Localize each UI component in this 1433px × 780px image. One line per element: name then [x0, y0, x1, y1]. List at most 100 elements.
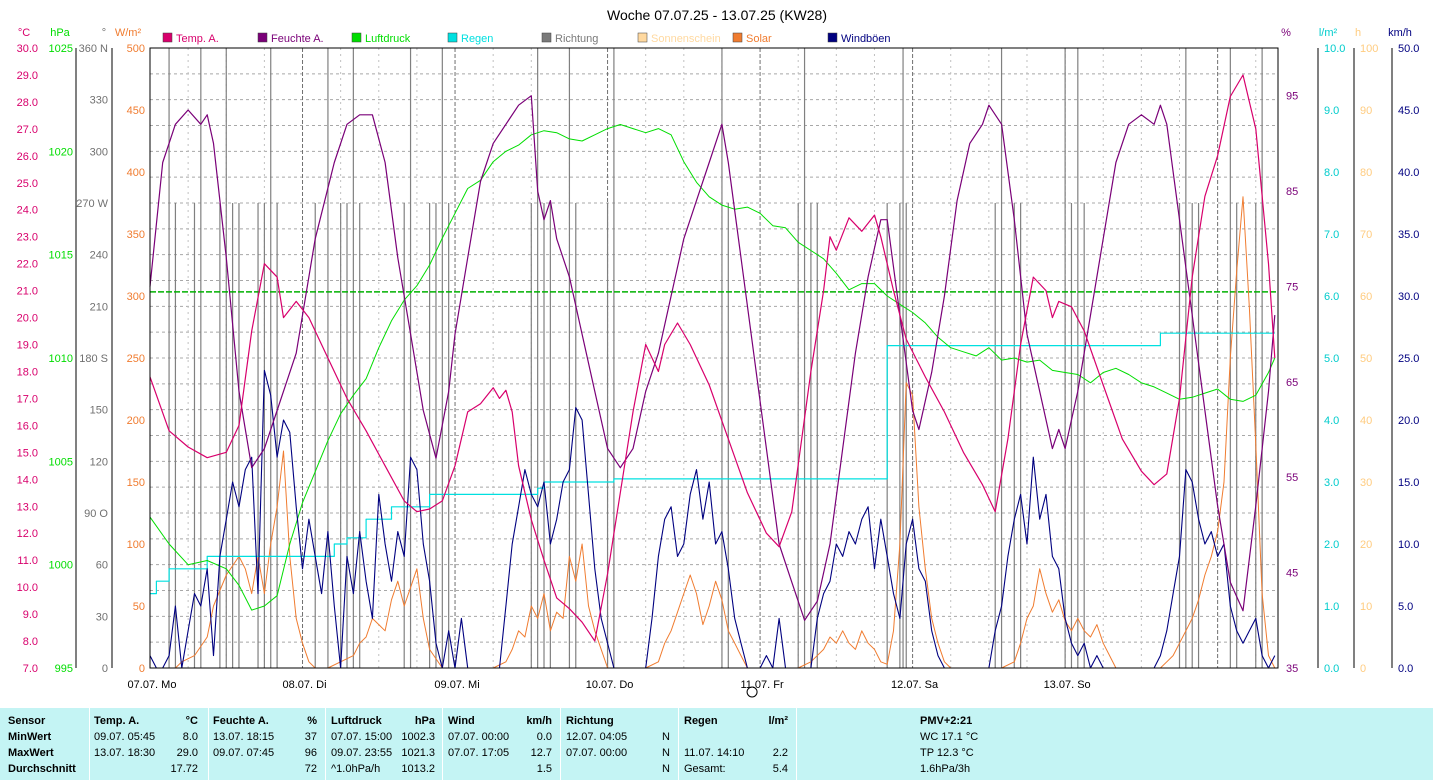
direction-axis-tick-label: 300 — [90, 146, 108, 158]
series-line-windböen — [149, 369, 1276, 669]
x-tick-label: 13.07. So — [1044, 679, 1091, 691]
rain-axis-unit-label: l/m² — [1319, 27, 1338, 39]
temp-min-time: 09.07. 05:45 — [94, 731, 156, 743]
legend-label: Windböen — [841, 33, 891, 45]
temp-axis-tick-label: 18.0 — [17, 366, 38, 378]
dewpoint-value: TP 12.3 °C — [920, 747, 974, 759]
sensor-header: Sensor — [8, 715, 46, 727]
wind-axis-tick-label: 45.0 — [1398, 105, 1419, 117]
temp-axis-tick-label: 9.0 — [23, 609, 38, 621]
wind-axis-tick-label: 0.0 — [1398, 663, 1413, 675]
series-line-solar — [150, 196, 1276, 669]
sunshine-axis-tick-label: 80 — [1360, 167, 1372, 179]
sunshine-axis-tick-label: 90 — [1360, 105, 1372, 117]
legend-swatch — [732, 32, 743, 43]
x-tick-label: 11.07. Fr — [740, 679, 784, 691]
temp-axis-tick-label: 26.0 — [17, 151, 38, 163]
solar-axis-tick-label: 150 — [127, 477, 145, 489]
temp-axis-tick-label: 14.0 — [17, 474, 38, 486]
temp-axis-tick-label: 29.0 — [17, 70, 38, 82]
direction-axis-tick-label: 330 — [90, 95, 108, 107]
solar-axis-tick-label: 250 — [127, 353, 145, 365]
solar-axis-tick-label: 50 — [133, 601, 145, 613]
temp-axis-tick-label: 15.0 — [17, 447, 38, 459]
temp-axis-tick-label: 17.0 — [17, 393, 38, 405]
wind-axis-tick-label: 40.0 — [1398, 167, 1419, 179]
rain-max-time: 11.07. 14:10 — [684, 747, 745, 759]
pressure-axis-tick-label: 1005 — [49, 456, 73, 468]
humidity-axis-tick-label: 85 — [1286, 186, 1298, 198]
temp-axis-tick-label: 11.0 — [17, 555, 38, 567]
sunshine-axis-tick-label: 60 — [1360, 291, 1372, 303]
sunshine-axis-tick-label: 20 — [1360, 539, 1372, 551]
series-line-temp-a — [149, 74, 1276, 642]
table-separator — [208, 708, 209, 780]
moon-phase-icon — [746, 686, 758, 698]
temp-axis-tick-label: 7.0 — [23, 663, 38, 675]
plot-area — [149, 48, 1278, 669]
direction-max-time: 07.07. 00:00 — [566, 747, 628, 759]
wind-unit: km/h — [526, 715, 552, 727]
direction-header: Richtung — [566, 715, 614, 727]
direction-axis-tick-label: 210 — [90, 301, 108, 313]
humidity-axis-tick-label: 95 — [1286, 91, 1298, 103]
series-line-feuchte-a — [149, 95, 1276, 621]
temp-axis-tick-label: 27.0 — [17, 124, 38, 136]
humidity-avg-value: 72 — [304, 763, 317, 775]
humidity-axis-tick-label: 65 — [1286, 377, 1298, 389]
humidity-axis-tick-label: 75 — [1286, 281, 1298, 293]
wind-axis-tick-label: 30.0 — [1398, 291, 1419, 303]
pressure-unit: hPa — [414, 715, 435, 727]
sunshine-axis-tick-label: 50 — [1360, 353, 1372, 365]
solar-axis-tick-label: 200 — [127, 415, 145, 427]
direction-axis-tick-label: 360 N — [79, 43, 108, 55]
wind-header: Wind — [448, 715, 475, 727]
temp-axis-tick-label: 20.0 — [17, 313, 38, 325]
sunshine-axis-unit-label: h — [1355, 27, 1361, 39]
pressure-axis-tick-label: 1000 — [49, 560, 73, 572]
chart-title: Woche 07.07.25 - 13.07.25 (KW28) — [607, 7, 827, 23]
solar-axis-tick-label: 300 — [127, 291, 145, 303]
sunshine-axis-tick-label: 70 — [1360, 229, 1372, 241]
temp-axis-tick-label: 28.0 — [17, 97, 38, 109]
rain-axis-tick-label: 7.0 — [1324, 229, 1339, 241]
x-tick-label: 07.07. Mo — [128, 679, 177, 691]
left-axes: 30.0 29.0 28.0 27.0 26.0 25.0 24.0 23.0 22.0 21.0… — [17, 27, 145, 675]
wind-max-value: 12.7 — [530, 747, 552, 759]
rain-total-value: 5.4 — [772, 763, 788, 775]
pressure-min-value: 1002.3 — [401, 731, 435, 743]
solar-axis-tick-label: 450 — [127, 105, 145, 117]
wind-avg-value: 1.5 — [536, 763, 552, 775]
legend-label: Regen — [461, 33, 493, 45]
temp-max-time: 13.07. 18:30 — [94, 747, 156, 759]
rain-axis-tick-label: 4.0 — [1324, 415, 1339, 427]
x-tick-label: 09.07. Mi — [434, 679, 479, 691]
legend-label: Temp. A. — [176, 33, 219, 45]
temp-min-value: 8.0 — [182, 731, 198, 743]
rain-axis-tick-label: 0.0 — [1324, 663, 1339, 675]
pressure-axis-tick-label: 1010 — [49, 353, 73, 365]
direction-axis-tick-label: 30 — [96, 611, 108, 623]
wind-min-value: 0.0 — [536, 731, 552, 743]
sunshine-axis-tick-label: 10 — [1360, 601, 1372, 613]
humidity-axis-tick-label: 55 — [1286, 472, 1298, 484]
direction-axis-tick-label: 60 — [96, 560, 108, 572]
x-tick-label: 12.07. Sa — [891, 679, 939, 691]
temp-axis-tick-label: 21.0 — [17, 286, 38, 298]
temp-axis-tick-label: 22.0 — [17, 259, 38, 271]
rain-axis-tick-label: 5.0 — [1324, 353, 1339, 365]
legend-swatch — [541, 32, 552, 43]
direction-axis-tick-label: 270 W — [76, 198, 108, 210]
temp-axis-tick-label: 10.0 — [17, 582, 38, 594]
legend-label: Feuchte A. — [271, 33, 324, 45]
solar-axis-unit-label: W/m² — [115, 27, 142, 39]
wind-axis-tick-label: 50.0 — [1398, 43, 1419, 55]
temp-axis-tick-label: 24.0 — [17, 205, 38, 217]
table-separator — [560, 708, 561, 780]
legend-label: Sonnenschein — [651, 33, 721, 45]
series-line-regen — [150, 332, 1275, 595]
pressure-max-time: 09.07. 23:55 — [331, 747, 393, 759]
row-label-min: MinWert — [8, 731, 52, 743]
legend-swatch — [637, 32, 648, 43]
rain-axis-tick-label: 1.0 — [1324, 601, 1339, 613]
